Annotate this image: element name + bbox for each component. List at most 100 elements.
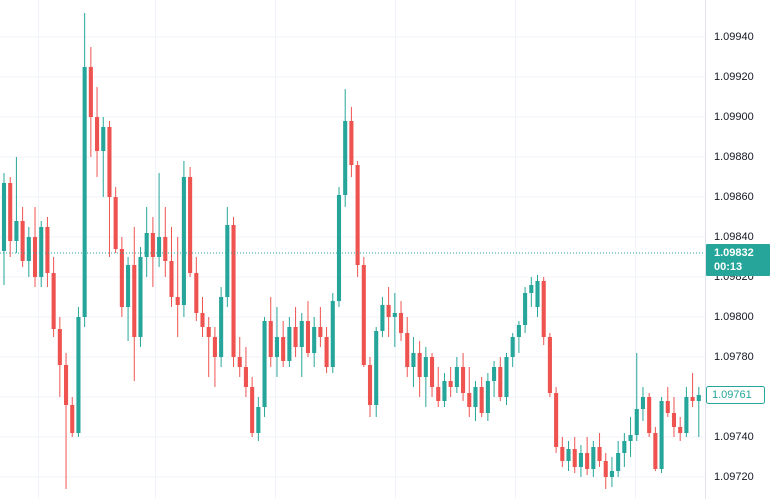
- candle-body: [616, 453, 621, 471]
- candle-body: [355, 165, 360, 265]
- y-tick-label: 1.09900: [714, 111, 754, 123]
- candle-body: [318, 327, 323, 337]
- candle-body: [324, 337, 329, 367]
- candle-body: [219, 297, 224, 357]
- candle-body: [274, 337, 280, 357]
- candle-body: [82, 67, 87, 317]
- candle-body: [45, 227, 50, 273]
- y-tick-label: 1.09880: [714, 151, 754, 163]
- candle-body: [144, 233, 149, 257]
- candle-body: [454, 367, 459, 387]
- candle-body: [578, 453, 583, 467]
- candle-body: [566, 449, 571, 461]
- candle-body: [510, 337, 515, 357]
- candle-body: [200, 313, 205, 327]
- candle-body: [194, 273, 199, 313]
- plot-area: [0, 13, 705, 489]
- candle-body: [696, 395, 701, 401]
- candle-body: [256, 407, 261, 433]
- candle-body: [678, 427, 683, 433]
- candle-body: [659, 401, 664, 469]
- candle-body: [547, 337, 552, 393]
- candle-body: [312, 327, 317, 353]
- price-label: 1.09761: [712, 389, 752, 401]
- candle-body: [417, 353, 422, 377]
- candle-body: [126, 265, 131, 307]
- candle-body: [305, 321, 311, 353]
- candle-body: [330, 301, 335, 367]
- candle-body: [429, 357, 435, 387]
- candle-body: [250, 387, 255, 433]
- candle-body: [349, 121, 354, 165]
- candle-body: [529, 285, 534, 293]
- price-label-box: [706, 244, 770, 276]
- candle-body: [361, 265, 366, 365]
- candle-body: [597, 447, 602, 461]
- candle-body: [206, 327, 211, 337]
- candle-body: [448, 381, 453, 387]
- candle-body: [107, 127, 112, 197]
- candle-body: [262, 321, 267, 407]
- candle-body: [95, 117, 100, 151]
- y-tick-label: 1.09840: [714, 231, 754, 243]
- y-tick-label: 1.09800: [714, 311, 754, 323]
- countdown-label: 00:13: [714, 261, 742, 273]
- candle-body: [535, 281, 540, 307]
- price-axis: 1.097201.097401.097601.097801.098001.098…: [706, 0, 770, 483]
- candle-body: [268, 321, 273, 357]
- candle-body: [380, 305, 385, 331]
- y-tick-label: 1.09720: [714, 471, 754, 483]
- price-label: 1.09832: [714, 247, 754, 259]
- candle-body: [169, 261, 174, 297]
- candle-body: [554, 393, 559, 447]
- candle-body: [523, 293, 528, 325]
- candle-body: [343, 121, 348, 195]
- candle-body: [671, 413, 677, 427]
- candle-body: [405, 333, 410, 367]
- candle-body: [684, 397, 689, 433]
- candle-body: [640, 397, 646, 409]
- y-tick-label: 1.09960: [714, 0, 754, 3]
- candle-body: [63, 365, 69, 405]
- candle-body: [181, 177, 186, 305]
- candle-body: [572, 449, 577, 467]
- candle-body: [386, 305, 391, 317]
- candle-body: [665, 401, 670, 413]
- candle-body: [8, 183, 13, 241]
- candle-body: [374, 331, 379, 405]
- candle-body: [299, 321, 304, 347]
- candle-body: [281, 337, 286, 361]
- candle-body: [138, 257, 143, 337]
- candle-body: [622, 441, 627, 453]
- candle-body: [392, 313, 397, 317]
- candle-body: [560, 447, 565, 461]
- candle-body: [175, 297, 180, 305]
- candle-body: [473, 387, 478, 407]
- candle-body: [498, 367, 503, 397]
- candle-body: [423, 357, 428, 377]
- candle-body: [436, 387, 441, 401]
- candle-body: [647, 397, 652, 433]
- candle-body: [188, 177, 193, 273]
- candle-body: [70, 405, 75, 433]
- candle-body: [504, 357, 509, 397]
- candle-body: [479, 387, 484, 413]
- candle-body: [132, 265, 137, 337]
- candle-body: [628, 435, 633, 441]
- candle-body: [231, 225, 236, 357]
- candle-body: [485, 381, 490, 413]
- candle-body: [119, 249, 124, 307]
- candle-body: [26, 237, 31, 261]
- candle-body: [634, 409, 639, 435]
- candle-body: [57, 329, 62, 365]
- candle-body: [20, 221, 25, 261]
- y-tick-label: 1.09740: [714, 431, 754, 443]
- candle-body: [237, 357, 242, 367]
- candle-body: [163, 237, 168, 261]
- candle-body: [690, 397, 695, 401]
- candle-body: [225, 225, 230, 297]
- candle-body: [101, 127, 106, 151]
- candle-body: [113, 197, 118, 249]
